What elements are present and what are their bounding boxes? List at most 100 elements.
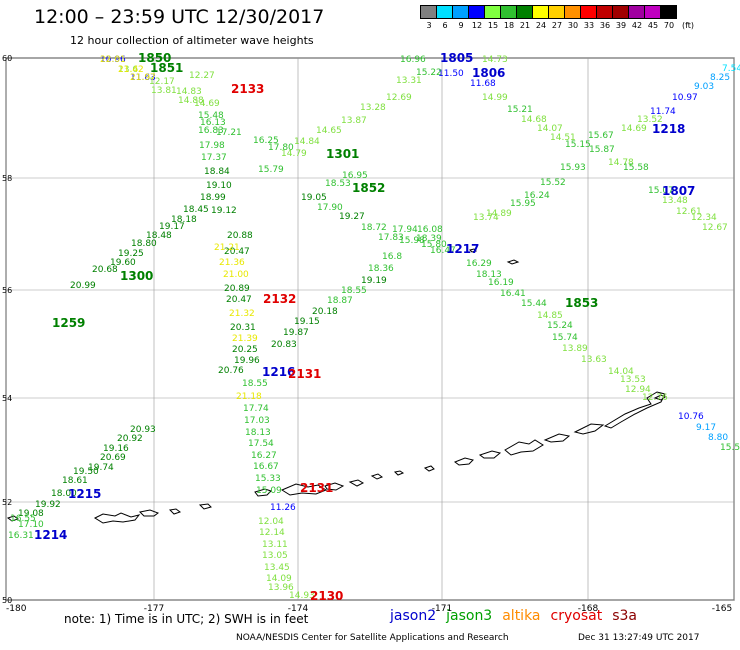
generated-timestamp: Dec 31 13:27:49 UTC 2017 [578,633,700,643]
color-scale-label: 9 [458,21,464,30]
wave-height-label: 16.24 [524,191,550,201]
pass-time-label: 2131 [300,481,333,495]
aleutian-island-12 [453,457,474,466]
wave-height-label: 17.21 [216,128,242,138]
wave-height-label: 11.26 [270,503,296,513]
wave-height-label: 19.05 [301,193,327,203]
wave-height-label: 20.83 [271,340,297,350]
wave-height-label: 19.19 [361,276,387,286]
wave-height-label: 11.50 [438,69,464,79]
satellite-legend-item: jason2 [390,608,437,624]
wave-height-label: 20.18 [312,307,338,317]
aleutian-island-15 [543,433,571,443]
color-scale-labels: 3 6 9 12 15 18 21 24 27 30 33 36 39 42 45 70 (ft) [421,21,699,30]
color-swatch [660,5,677,19]
wave-height-label: 8.25 [710,73,730,83]
wave-height-label: 15.21 [507,105,533,115]
wave-height-label: 13.74 [473,213,499,223]
latitude-tick-label: 60 [2,54,12,63]
wave-height-label: 13.96 [268,583,294,593]
wave-height-label: 10.97 [672,93,698,103]
longitude-tick-label: -168 [578,604,599,614]
color-scale-label: 33 [583,21,595,30]
wave-height-label: 17.03 [244,416,270,426]
wave-height-label: 17.10 [18,520,44,530]
wave-height-label: 18.84 [204,167,230,177]
wave-height-label: 18.53 [325,179,351,189]
aleutian-island-10 [393,470,405,476]
wave-height-label: 19.50 [73,467,99,477]
wave-height-label: 12.34 [691,213,717,223]
wave-height-label: 7.54 [722,64,740,74]
latitude-tick-label: 54 [2,394,12,403]
aleutian-island-6 [280,483,328,496]
wave-height-label: 15.44 [521,299,547,309]
wave-height-label: 14.79 [281,149,307,159]
wave-height-label: 19.15 [294,317,320,327]
wave-height-label: 19.08 [18,509,44,519]
wave-height-label: 13.52 [637,115,663,125]
wave-height-label: 16.95 [342,171,368,181]
wave-height-label: 21.97 [130,73,156,83]
wave-height-label: 15.07 [648,186,674,196]
wave-height-label: 19.74 [88,463,114,473]
pass-time-label: 1214 [34,528,67,542]
wave-height-label: 18.72 [361,223,387,233]
wave-height-label: 15.80 [421,240,447,250]
wave-height-label: 13.63 [581,355,607,365]
wave-height-label: 13.89 [562,344,588,354]
satellite-legend-item: altika [502,608,541,624]
wave-height-label: 15.15 [565,140,591,150]
wave-height-label: 12.14 [259,528,285,538]
aleutian-island-west [93,512,141,524]
wave-height-label: 10.96 [100,55,126,65]
wave-height-label: 17.80 [268,143,294,153]
color-scale-bar [420,5,677,19]
wave-height-label: 21.18 [236,392,262,402]
wave-height-label: 16.67 [253,462,279,472]
latitude-tick-label: 56 [2,286,12,295]
credit-line: NOAA/NESDIS Center for Satellite Applica… [236,633,509,643]
wave-height-label: 20.89 [224,284,250,294]
satellite-legend-item: cryosat [550,608,603,624]
graticule [5,57,735,601]
color-scale-label: 70 [663,21,675,30]
color-scale-label: 12 [471,21,483,30]
wave-height-label: 8.80 [708,433,728,443]
wave-height-label: 16.41 [500,289,526,299]
aleutian-island-8 [348,479,365,487]
wave-height-label: 18.80 [131,239,157,249]
wave-height-label: 16.31 [8,531,34,541]
aleutian-island-11 [423,465,435,472]
wave-height-label: 12.94 [625,385,651,395]
wave-height-label: 12.76 [642,393,668,403]
satellite-legend-item: s3a [612,608,637,624]
st-paul-island [506,259,520,265]
wave-height-label: 19.25 [118,249,144,259]
wave-height-label: 15.09 [256,486,282,496]
wave-height-label: 20.69 [100,453,126,463]
wave-height-label: 17.83 [378,233,404,243]
wave-height-label: 19.17 [159,222,185,232]
wave-height-label: 15.48 [198,111,224,121]
wave-height-label: 21.32 [229,309,255,319]
wave-height-label: 14.93 [289,591,315,601]
wave-height-label: 15.95 [510,199,536,209]
wave-height-label: 19.96 [234,356,260,366]
wave-height-label: 11.68 [470,79,496,89]
color-scale-label: 24 [535,21,547,30]
wave-height-label: 21.21 [214,243,240,253]
wave-height-label: 18.99 [200,193,226,203]
wave-height-label: 15.24 [547,321,573,331]
wave-height-label: 16.96 [400,55,426,65]
wave-height-label: 13.05 [262,551,288,561]
wave-height-label: 16.47 [430,246,456,256]
wave-height-label: 15.67 [588,131,614,141]
aleutian-island-14 [504,439,544,456]
pass-time-label: 1807 [662,184,695,198]
wave-height-label: 16.08 [417,225,443,235]
latitude-tick-label: 52 [2,498,12,507]
coastlines [6,248,666,524]
longitude-tick-label: -171 [432,604,452,614]
